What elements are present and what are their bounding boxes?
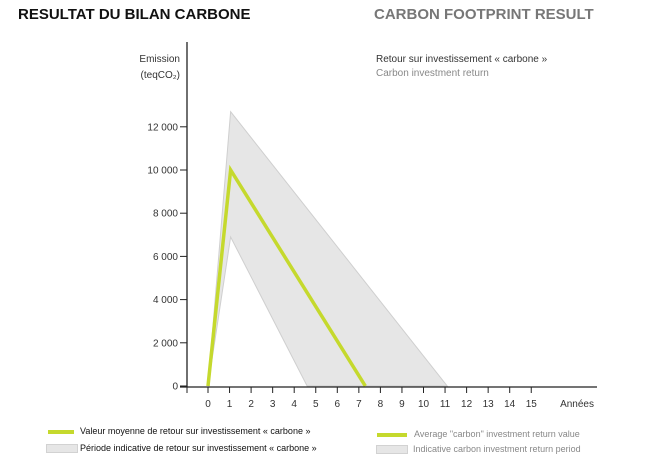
y-axis-unit: (teqCO₂) [141,70,180,81]
x-tick-label: 5 [313,399,319,410]
x-tick-label: 2 [248,399,254,410]
x-axis-label: Années [560,399,594,410]
x-tick-label: 11 [440,399,451,410]
line-average-return [206,164,367,387]
legend-swatch-average-en [377,433,407,437]
y-tick-label: 8 000 [153,209,178,220]
y-tick-label: 10 000 [147,166,178,177]
y-tick-label: 0 [172,382,178,393]
x-tick-label: 7 [356,399,362,410]
chart-subtitle: Carbon investment return [376,68,489,79]
x-tick-label: 12 [461,399,473,410]
x-tick-label: 15 [526,399,538,410]
x-tick-label: 10 [418,399,430,410]
legend-swatch-period-en [376,445,408,454]
x-tick-label: 13 [483,399,495,410]
y-tick-label: 6 000 [153,252,178,263]
x-tick-label: 6 [335,399,341,410]
title-french: RESULTAT DU BILAN CARBONE [18,6,251,23]
x-tick-label: 8 [378,399,384,410]
title-english: CARBON FOOTPRINT RESULT [374,6,594,23]
y-tick-label: 4 000 [153,295,178,306]
x-tick-label: 4 [291,399,297,410]
legend-swatch-period [46,444,78,453]
legend-label-average-en: Average "carbon" investment return value [414,429,580,439]
y-axis-label: Emission [139,54,180,65]
legend-label-period-fr: Période indicative de retour sur investi… [80,443,317,453]
y-tick-label: 12 000 [147,122,178,133]
x-tick-label: 0 [205,399,211,410]
chart-title: Retour sur investissement « carbone » [376,54,548,65]
legend-swatch-average [48,430,74,434]
legend-label-average-fr: Valeur moyenne de retour sur investissem… [80,426,311,436]
y-tick-label: 2 000 [153,338,178,349]
legend-label-period-en: Indicative carbon investment return peri… [413,444,581,454]
area-return-period [207,110,449,387]
x-tick-label: 9 [399,399,405,410]
x-tick-label: 14 [504,399,516,410]
x-tick-label: 3 [270,399,276,410]
x-tick-label: 1 [227,399,233,410]
